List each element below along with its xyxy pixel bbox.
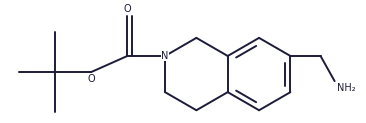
Text: O: O (124, 4, 131, 14)
Text: O: O (87, 74, 95, 84)
Text: N: N (161, 51, 169, 61)
Text: NH₂: NH₂ (337, 83, 356, 93)
